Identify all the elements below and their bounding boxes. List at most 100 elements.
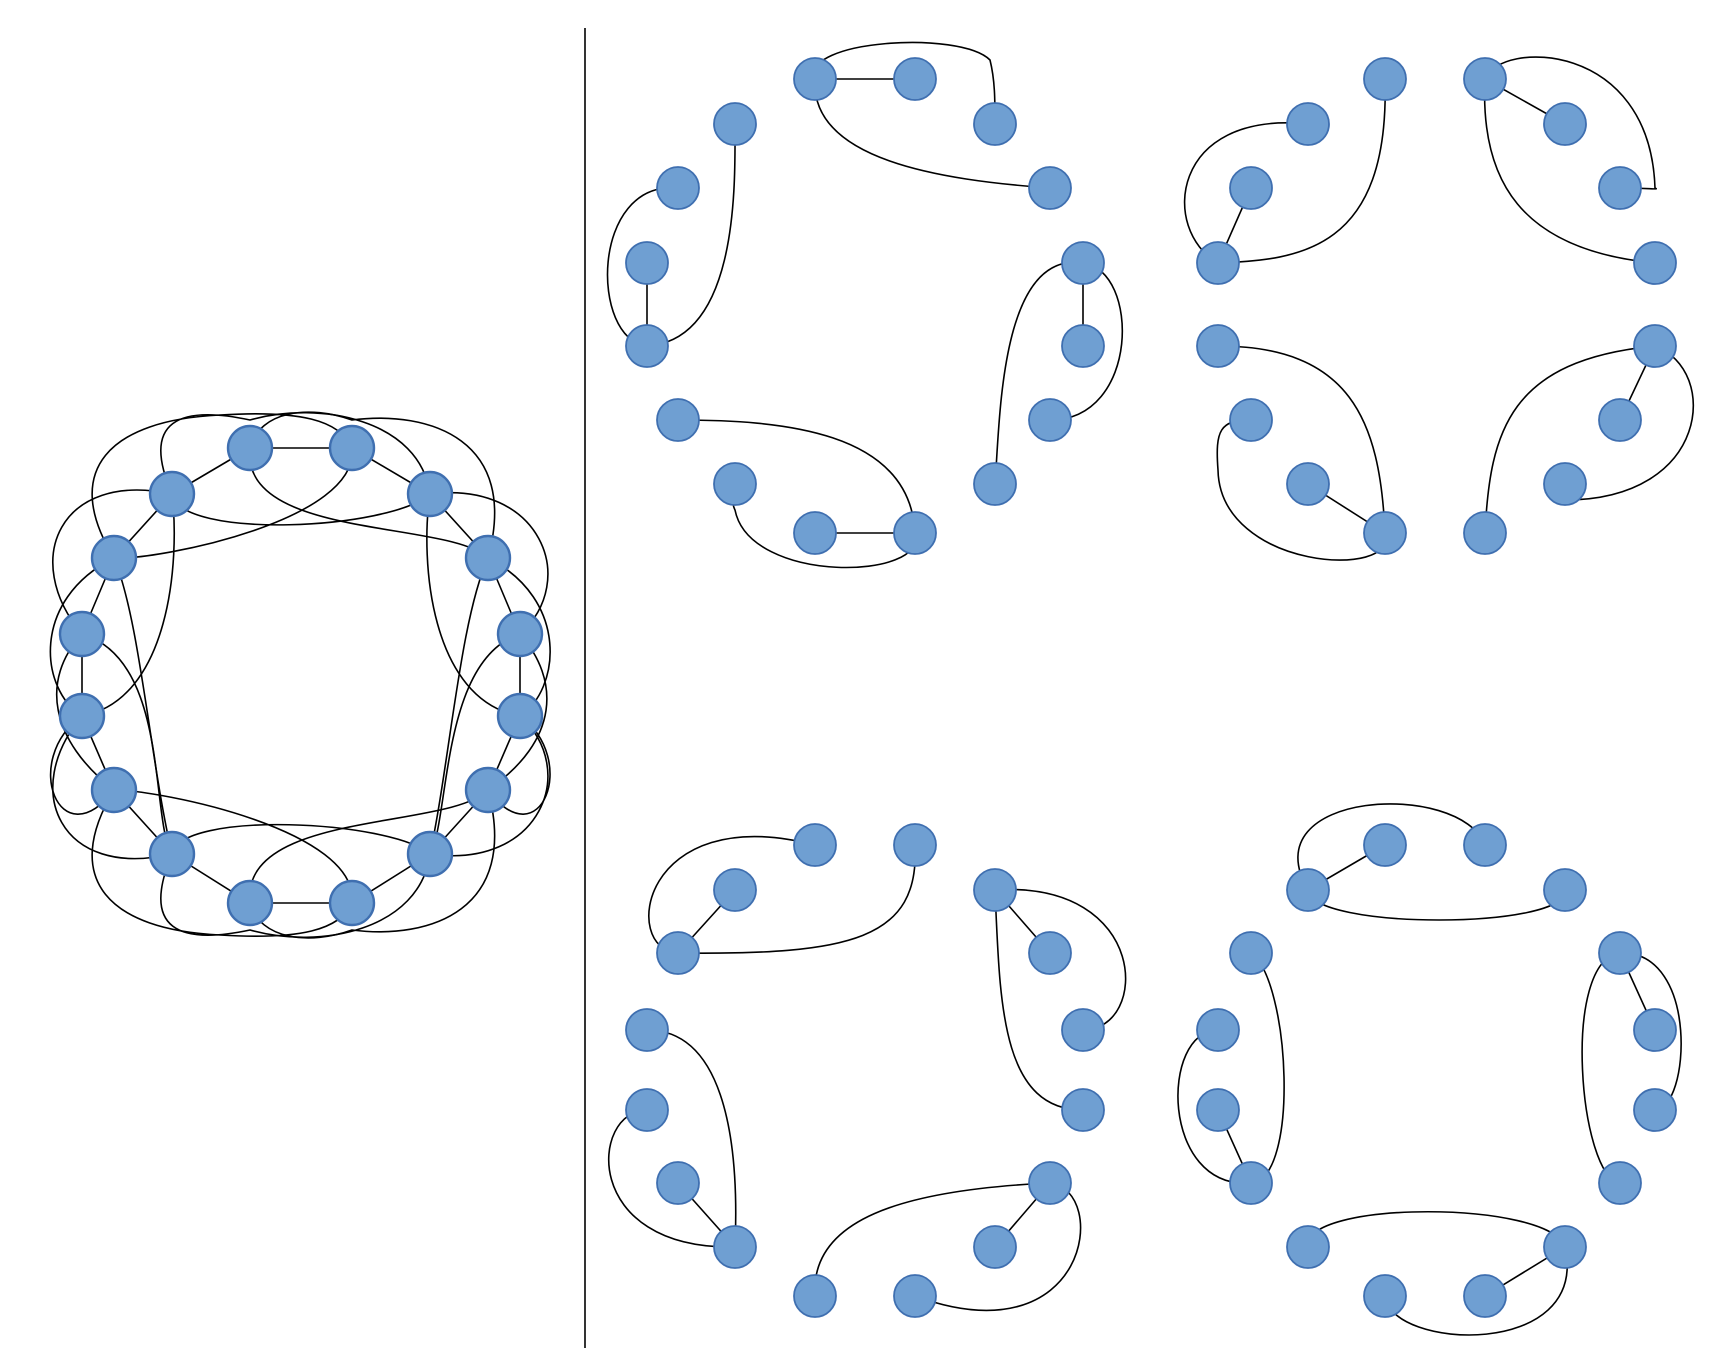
edge xyxy=(49,715,115,815)
full-graph xyxy=(49,411,551,939)
graph-node xyxy=(1463,823,1507,867)
graph-node xyxy=(1061,1088,1105,1132)
graph-node xyxy=(1061,324,1105,368)
graph-node xyxy=(1463,57,1507,101)
graph-node xyxy=(1543,462,1587,506)
graph-node xyxy=(90,766,138,814)
graph-node xyxy=(1028,1161,1072,1205)
edge xyxy=(91,412,353,559)
decomposition-panel-3 xyxy=(608,823,1127,1318)
edge xyxy=(677,419,916,534)
graph-node xyxy=(328,879,376,927)
graph-node xyxy=(406,470,454,518)
graph-node xyxy=(1543,868,1587,912)
graph-node xyxy=(496,692,544,740)
graph-node xyxy=(713,462,757,506)
panel-1-nodes xyxy=(625,57,1105,555)
graph-node xyxy=(973,868,1017,912)
graph-node xyxy=(656,398,700,442)
edge xyxy=(994,888,1127,1031)
graph-node xyxy=(973,102,1017,146)
graph-node xyxy=(1463,511,1507,555)
graph-node xyxy=(1598,398,1642,442)
edge xyxy=(429,715,549,857)
graph-node xyxy=(328,424,376,472)
panel-4-edges xyxy=(1177,803,1682,1336)
panel-2-edges xyxy=(1183,56,1695,561)
edge xyxy=(1484,345,1656,534)
graph-node xyxy=(893,511,937,555)
graph-node xyxy=(1229,398,1273,442)
graph-node xyxy=(58,692,106,740)
edge xyxy=(1564,345,1695,501)
graph-node xyxy=(1028,931,1072,975)
graph-node xyxy=(226,879,274,927)
graph-node xyxy=(1061,1008,1105,1052)
graph-node xyxy=(656,1161,700,1205)
graph-node xyxy=(793,1274,837,1318)
panel-3-edges xyxy=(608,835,1127,1312)
graph-node xyxy=(1543,102,1587,146)
graph-node xyxy=(893,823,937,867)
graph-node xyxy=(90,534,138,582)
decomposition-panel-4 xyxy=(1177,803,1682,1336)
edge xyxy=(113,789,353,904)
graph-node xyxy=(1229,1161,1273,1205)
edge xyxy=(814,78,1051,189)
graph-node xyxy=(656,166,700,210)
graph-node xyxy=(1598,166,1642,210)
graph-node xyxy=(1229,166,1273,210)
edge xyxy=(914,1182,1082,1312)
edge xyxy=(249,789,496,939)
graph-node xyxy=(973,1225,1017,1269)
graph-node xyxy=(713,102,757,146)
panel-1-edges xyxy=(606,41,1124,569)
edge xyxy=(113,447,353,559)
graph-node xyxy=(1598,931,1642,975)
edge xyxy=(994,261,1084,485)
graph-node xyxy=(1633,1008,1677,1052)
graph-node xyxy=(1196,241,1240,285)
graph-node xyxy=(1363,511,1407,555)
edge xyxy=(1483,78,1656,264)
full-graph-edges xyxy=(49,411,551,939)
edge xyxy=(646,1029,737,1248)
edge xyxy=(81,633,173,855)
edge xyxy=(1307,889,1566,921)
edge xyxy=(1183,122,1309,264)
graph-node xyxy=(1229,931,1273,975)
graph-node xyxy=(713,868,757,912)
graph-node xyxy=(58,610,106,658)
graph-node xyxy=(1286,1225,1330,1269)
graph-node xyxy=(793,57,837,101)
graph-node xyxy=(893,1274,937,1318)
graph-node xyxy=(1363,1274,1407,1318)
edge xyxy=(429,633,521,855)
graph-node xyxy=(793,511,837,555)
edge xyxy=(1217,78,1386,264)
graph-node xyxy=(973,462,1017,506)
edge xyxy=(249,447,489,559)
graph-node xyxy=(464,766,512,814)
graph-node xyxy=(625,1008,669,1052)
edge xyxy=(646,123,736,347)
decomposition-panel-2 xyxy=(1183,56,1695,561)
edge xyxy=(1581,952,1621,1184)
graph-node xyxy=(1363,823,1407,867)
edge xyxy=(426,493,521,717)
graph-node xyxy=(406,830,454,878)
graph-node xyxy=(148,830,196,878)
graph-node xyxy=(1633,324,1677,368)
edge xyxy=(160,853,431,939)
graph-node xyxy=(893,57,937,101)
panel-3-nodes xyxy=(625,823,1105,1318)
edge xyxy=(81,493,176,717)
graph-node xyxy=(1061,241,1105,285)
edge xyxy=(1217,345,1386,534)
graph-node xyxy=(1463,1274,1507,1318)
graph-node xyxy=(226,424,274,472)
panel-2-nodes xyxy=(1196,57,1677,555)
edge xyxy=(1484,56,1657,190)
edge xyxy=(677,844,916,954)
